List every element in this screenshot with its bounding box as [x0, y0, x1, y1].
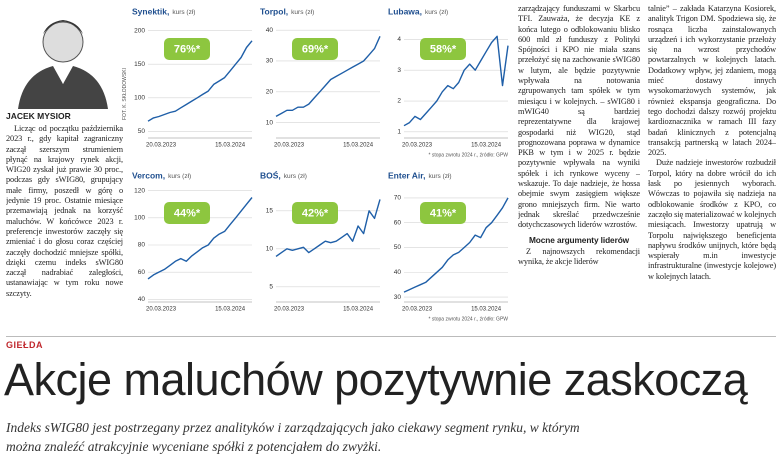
y-tick-label: 3	[397, 67, 401, 74]
separator	[6, 336, 776, 337]
author-photo	[18, 20, 108, 109]
chart-unit: kurs (zł)	[284, 173, 307, 180]
paragraph: Licząc od początku października 2023 r.,…	[6, 124, 123, 298]
y-tick-label: 50	[394, 244, 402, 251]
y-tick-label: 40	[138, 296, 146, 303]
chart-unit: kurs (zł)	[428, 173, 451, 180]
paragraph: Z najnowszych rekomendacji wynika, że ak…	[518, 246, 640, 267]
y-tick-label: 4	[397, 36, 401, 43]
paragraph: talnie” – zakłada Katarzyna Kosiorek, an…	[648, 4, 776, 158]
y-tick-label: 5	[269, 284, 273, 291]
chart: Synektik, kurs (zł) 50 100 150 200 20.03.2023 1…	[132, 6, 253, 149]
headline: Akcje maluchów pozytywnie zaskoczą	[4, 354, 748, 405]
y-tick-label: 10	[266, 246, 274, 253]
y-tick-label: 70	[394, 195, 402, 202]
y-tick-label: 60	[138, 269, 146, 276]
chart-unit: kurs (zł)	[168, 173, 191, 180]
return-badge	[292, 202, 338, 224]
return-badge	[164, 202, 210, 224]
chart: BOŚ, kurs (zł) 5 10 15 20.03.2023 15.03.2024 42…	[260, 169, 381, 313]
y-tick-label: 50	[138, 128, 146, 135]
y-tick-label: 150	[134, 61, 145, 68]
x-tick-label: 20.03.2023	[274, 143, 305, 149]
section: GIEŁDA	[6, 340, 44, 350]
return-badge	[420, 38, 466, 60]
y-tick-label: 80	[138, 242, 146, 249]
y-tick-label: 15	[266, 208, 274, 215]
paragraph: zarządzający funduszami w Skarbcu TFI. Z…	[518, 4, 640, 230]
return-badge	[164, 38, 210, 60]
return-badge-label: 42%*	[302, 207, 329, 219]
x-tick-label: 15.03.2024	[343, 143, 374, 149]
chart-title: Synektik,	[132, 6, 169, 16]
price-line	[403, 197, 509, 293]
lead: Indeks sWIG80 jest postrzegany przez ana…	[6, 420, 580, 454]
subhead: Mocne argumenty liderów	[528, 234, 630, 245]
return-badge-label: 44%*	[174, 207, 201, 219]
return-badge-label: 76%*	[174, 43, 201, 55]
price-line	[147, 197, 253, 280]
chart-note: * stopa zwrotu 2024 r., źródło: GPW	[429, 152, 509, 158]
y-tick-label: 2	[397, 98, 401, 105]
y-tick-label: 120	[134, 187, 145, 194]
x-tick-label: 15.03.2024	[215, 143, 246, 149]
x-tick-label: 20.03.2023	[402, 143, 433, 149]
x-tick-label: 15.03.2024	[471, 143, 502, 149]
chart-title: Torpol,	[260, 6, 288, 16]
price-line	[403, 35, 509, 127]
y-tick-label: 60	[394, 219, 402, 226]
y-tick-label: 200	[134, 27, 145, 34]
column-3: talnie” – zakłada Katarzyna Kosiorek, an…	[648, 4, 776, 330]
x-tick-label: 15.03.2024	[471, 307, 502, 313]
return-badge-label: 58%*	[430, 43, 457, 55]
chart-title: BOŚ,	[260, 169, 281, 180]
chart-title: Enter Air,	[388, 170, 425, 180]
x-tick-label: 20.03.2023	[146, 143, 177, 149]
chart-unit: kurs (zł)	[291, 9, 314, 16]
chart: Enter Air, kurs (zł) 30 40 50 60 70 20.03.2023 1…	[388, 170, 509, 322]
chart-title: Vercom,	[132, 170, 165, 180]
chart-unit: kurs (zł)	[172, 9, 195, 16]
chart: Vercom, kurs (zł) 40 60 80 100 120 20.03.2023 15…	[132, 170, 253, 313]
price-line	[275, 36, 381, 118]
chart-title: Lubawa,	[388, 6, 422, 16]
author: JACEK MYSIOR	[6, 111, 71, 121]
y-tick-label: 40	[394, 269, 402, 276]
return-badge-label: 41%*	[430, 207, 457, 219]
y-tick-label: 30	[394, 294, 402, 301]
y-tick-label: 30	[266, 58, 274, 65]
y-tick-label: 100	[134, 94, 145, 101]
column-1: Licząc od początku października 2023 r.,…	[6, 124, 123, 330]
x-tick-label: 20.03.2023	[146, 307, 177, 313]
x-tick-label: 20.03.2023	[274, 307, 305, 313]
chart-note: * stopa zwrotu 2024 r., źródło: GPW	[429, 316, 509, 322]
paragraph: Duże nadzieje inwestorów rozbudził Torpo…	[648, 158, 776, 281]
y-tick-label: 100	[134, 215, 145, 222]
chart-unit: kurs (zł)	[425, 9, 448, 16]
price-line	[275, 199, 381, 257]
x-tick-label: 15.03.2024	[343, 307, 374, 313]
price-line	[147, 40, 253, 122]
y-tick-label: 10	[266, 119, 274, 126]
chart: Torpol, kurs (zł) 10 20 30 40 20.03.2023 15.03.…	[260, 6, 381, 149]
chart: Lubawa, kurs (zł) 1 2 3 4 20.03.2023 15.03.2024…	[388, 6, 509, 158]
return-badge	[420, 202, 466, 224]
y-tick-label: 40	[266, 27, 274, 34]
return-badge-label: 69%*	[302, 43, 329, 55]
return-badge	[292, 38, 338, 60]
column-2: zarządzający funduszami w Skarbcu TFI. Z…	[518, 4, 640, 330]
x-tick-label: 20.03.2023	[402, 307, 433, 313]
y-tick-label: 20	[266, 89, 274, 96]
x-tick-label: 15.03.2024	[215, 307, 246, 313]
y-tick-label: 1	[397, 129, 401, 136]
